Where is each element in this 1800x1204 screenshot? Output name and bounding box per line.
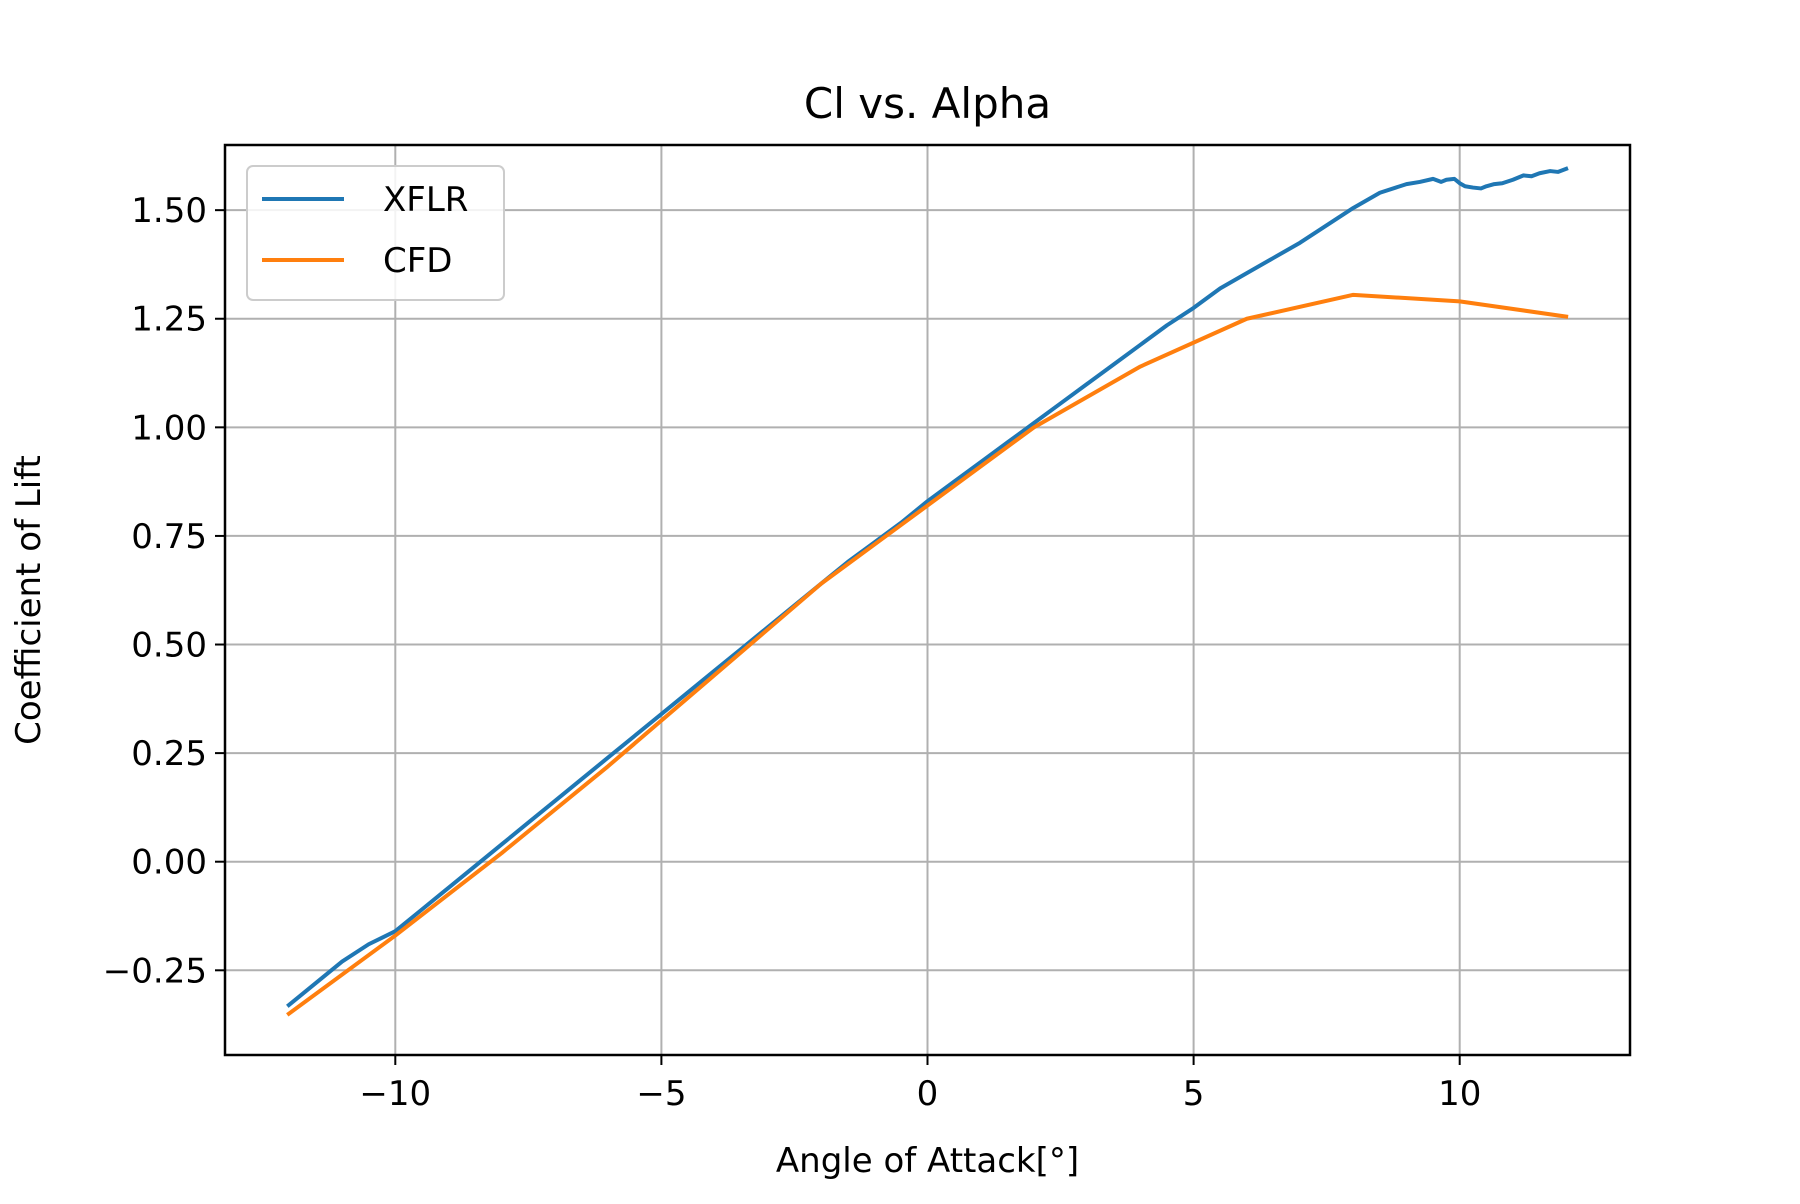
x-tick-label: 0 <box>917 1074 939 1114</box>
grid-layer <box>225 145 1630 1055</box>
y-tick-label: 0.25 <box>131 734 207 774</box>
series-line-xflr <box>286 166 1569 1008</box>
series-line-cfd <box>286 292 1569 1017</box>
legend-label-xflr: XFLR <box>383 180 468 220</box>
y-tick-label: 1.25 <box>131 300 207 340</box>
y-axis-label: Coefficient of Lift <box>9 455 49 745</box>
x-tick-label: 5 <box>1183 1074 1205 1114</box>
y-tick-label: 1.00 <box>131 408 207 448</box>
y-tick-label: −0.25 <box>103 951 207 991</box>
series-layer <box>286 166 1569 1017</box>
chart-title: Cl vs. Alpha <box>804 79 1051 128</box>
x-axis-label: Angle of Attack[°] <box>776 1141 1079 1181</box>
y-tick-label: 1.50 <box>131 191 207 231</box>
x-tick-label: −5 <box>636 1074 686 1114</box>
x-tick-label: 10 <box>1438 1074 1481 1114</box>
y-tick-label: 0.50 <box>131 626 207 666</box>
y-tick-label: 0.00 <box>131 843 207 883</box>
legend: XFLR CFD <box>246 165 505 301</box>
x-tick-label: −10 <box>359 1074 431 1114</box>
legend-label-cfd: CFD <box>383 241 452 281</box>
ticks-layer: −10 −5 0 5 10 −0.25 0.00 0.25 0.50 0.75 1.00 1.25 1.… <box>103 191 1482 1114</box>
y-tick-label: 0.75 <box>131 517 207 557</box>
legend-entries: XFLR CFD <box>262 180 468 281</box>
